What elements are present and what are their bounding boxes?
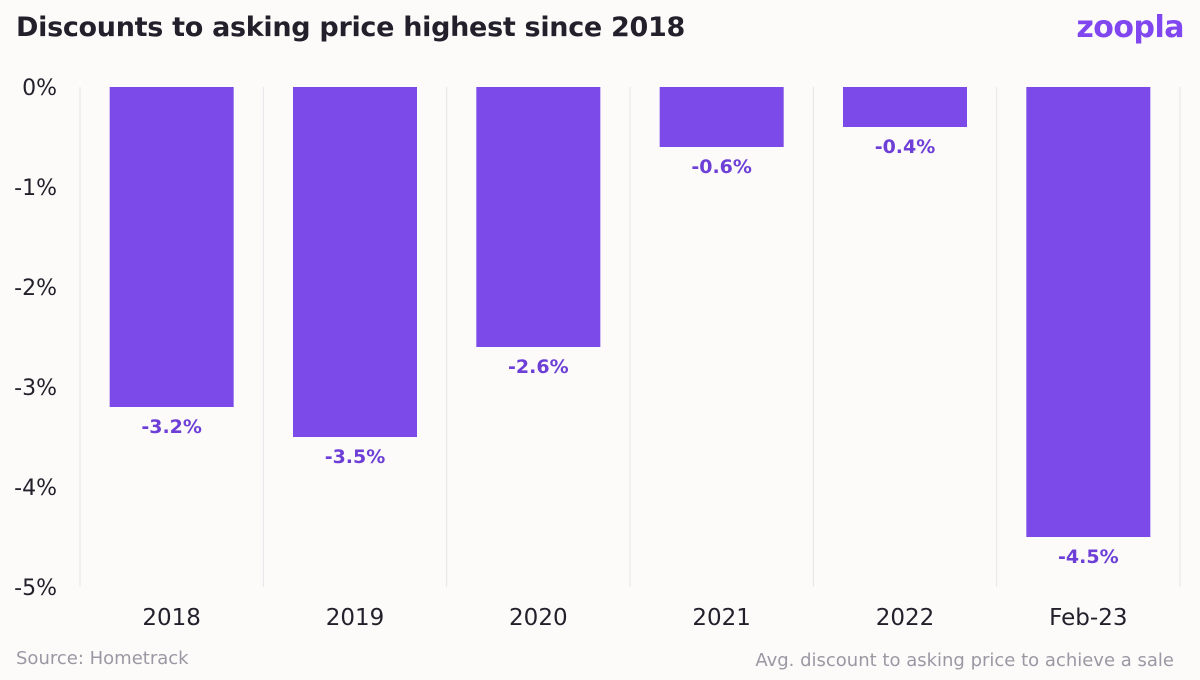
y-tick-label: -4%: [14, 476, 57, 501]
zoopla-logo: zoopla: [1076, 10, 1184, 45]
data-label: -0.6%: [691, 156, 752, 178]
bar: [843, 87, 967, 127]
data-label: -0.4%: [875, 136, 936, 158]
y-axis-ticks: 0% -1% -2% -3% -4% -5%: [14, 76, 57, 601]
x-tick-label: 2022: [876, 605, 935, 631]
x-tick-label: Feb-23: [1049, 605, 1127, 631]
bar: [293, 87, 417, 437]
bar: [109, 87, 234, 407]
source-note: Source: Hometrack: [16, 648, 189, 669]
x-tick-label: 2021: [692, 605, 751, 631]
y-tick-label: -5%: [14, 576, 57, 601]
x-tick-label: 2019: [326, 605, 385, 631]
data-label: -3.5%: [325, 446, 386, 468]
bars: [109, 87, 1151, 537]
y-tick-label: -3%: [14, 376, 57, 401]
chart-title: Discounts to asking price highest since …: [16, 12, 685, 43]
bar-chart: 0% -1% -2% -3% -4% -5% -3.2% -3.5% -2.6% -0.6% -0…: [14, 76, 1181, 631]
y-tick-label: -2%: [14, 276, 57, 301]
grid-lines: [79, 87, 1181, 587]
data-label: -4.5%: [1058, 546, 1119, 568]
x-tick-label: 2020: [509, 605, 568, 631]
data-labels: -3.2% -3.5% -2.6% -0.6% -0.4% -4.5%: [141, 136, 1118, 568]
x-axis-ticks: 2018 2019 2020 2021 2022 Feb-23: [142, 605, 1127, 631]
x-tick-label: 2018: [142, 605, 201, 631]
y-tick-label: 0%: [22, 76, 57, 101]
measure-note: Avg. discount to asking price to achieve…: [755, 650, 1174, 671]
bar: [476, 87, 601, 347]
data-label: -2.6%: [508, 356, 569, 378]
y-tick-label: -1%: [14, 176, 57, 201]
bar: [1026, 87, 1151, 537]
data-label: -3.2%: [141, 416, 202, 438]
bar: [659, 87, 784, 147]
